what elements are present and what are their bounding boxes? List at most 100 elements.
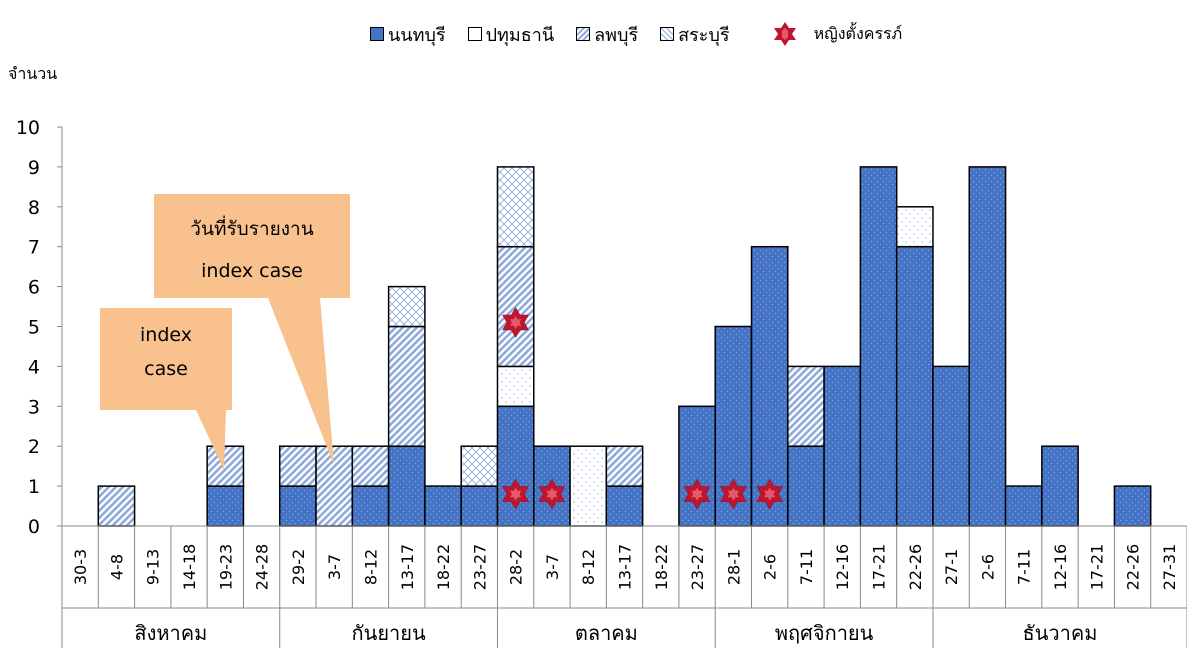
bar-segment — [460, 485, 499, 527]
bar-segment — [278, 485, 317, 527]
x-tick-label: 13-17 — [616, 544, 635, 591]
month-label: กันยายน — [352, 621, 426, 645]
pregnant-star-marker-core — [691, 487, 703, 501]
legend-swatch-nonthaburi — [370, 27, 384, 41]
x-tick-label: 9-13 — [144, 549, 163, 585]
pregnant-star-marker-core — [510, 487, 522, 501]
y-tick-label: 8 — [28, 197, 40, 219]
bar-segment — [1041, 445, 1079, 527]
pregnant-star-marker-core — [510, 316, 522, 329]
month-label: สิงหาคม — [134, 621, 207, 645]
y-tick-label: 6 — [28, 277, 40, 299]
bar-segment — [895, 206, 934, 248]
x-tick-label: 3-7 — [543, 554, 562, 580]
bar-segment — [787, 365, 825, 447]
callout-line: case — [144, 358, 188, 380]
chart-legend: นนทบุรี ปทุมธานี ลพบุรี สระบุรี หญิงตั้ง… — [370, 20, 902, 48]
y-axis-label: จำนวน — [8, 64, 58, 83]
bar-segment — [823, 365, 862, 527]
index-case-callout: index case — [100, 308, 232, 410]
x-tick-label: 27-1 — [942, 549, 961, 585]
legend-label-pregnant: หญิงตั้งครรภ์ — [813, 23, 903, 43]
legend-swatch-pathumthani — [467, 27, 482, 41]
bar-segment — [605, 445, 644, 487]
bar-segment — [387, 325, 426, 447]
y-tick-label: 7 — [28, 237, 40, 259]
legend-item-saraburi: สระบุรี — [660, 20, 730, 49]
bar-segment — [278, 445, 317, 487]
y-tick-label: 9 — [28, 157, 40, 179]
pregnant-star-marker-core — [727, 487, 739, 501]
x-tick-label: 8-12 — [579, 549, 598, 585]
bar-segment — [460, 445, 499, 487]
legend-label-nonthaburi: นนทบุรี — [388, 24, 446, 46]
callout-line: index case — [201, 260, 303, 282]
bar-segment — [496, 365, 535, 408]
y-tick-label: 4 — [28, 356, 40, 378]
pregnant-star-marker-core — [546, 487, 558, 501]
bar-segment — [424, 485, 462, 527]
legend-item-pathumthani: ปทุมธานี — [467, 20, 555, 49]
x-tick-label: 18-22 — [434, 544, 453, 591]
month-label: ธันวาคม — [1023, 621, 1098, 645]
bar-segment — [496, 166, 535, 248]
bar-segment — [932, 365, 971, 527]
y-tick-label: 1 — [28, 476, 40, 498]
x-tick-label: 2-6 — [761, 554, 780, 580]
x-tick-label: 24-28 — [253, 544, 272, 591]
x-tick-label: 28-1 — [724, 549, 743, 585]
x-tick-label: 22-26 — [906, 544, 925, 591]
x-tick-label: 28-2 — [507, 549, 526, 585]
bar-segment — [859, 166, 898, 527]
pregnant-star-marker-core — [764, 487, 776, 501]
x-tick-label: 22-26 — [1124, 544, 1143, 591]
bar-segment — [787, 445, 825, 527]
x-tick-label: 14-18 — [180, 544, 199, 591]
x-tick-label: 23-27 — [470, 544, 489, 591]
x-tick-label: 19-23 — [216, 544, 235, 591]
x-tick-label: 7-11 — [1015, 549, 1034, 585]
x-tick-label: 30-3 — [71, 549, 90, 585]
x-tick-label: 7-11 — [797, 549, 816, 585]
bar-segment — [569, 445, 608, 527]
bar-segment — [206, 445, 245, 487]
pregnant-star-icon — [773, 22, 796, 46]
x-tick-label: 29-2 — [289, 549, 308, 585]
y-tick-label: 5 — [28, 317, 40, 339]
x-tick-label: 13-17 — [398, 544, 417, 591]
bar-segment — [97, 485, 136, 527]
y-tick-label: 0 — [28, 516, 40, 538]
bar-segment — [351, 445, 390, 487]
x-tick-label: 3-7 — [325, 554, 344, 580]
bar-segment — [206, 485, 245, 527]
x-tick-label: 2-6 — [978, 554, 997, 580]
bar-segment — [387, 285, 426, 328]
y-tick-label: 3 — [28, 396, 40, 418]
legend-swatch-saraburi — [660, 27, 675, 41]
legend-item-nonthaburi: นนทบุรี — [370, 20, 446, 49]
bar-segment — [496, 245, 535, 368]
y-tick-label: 2 — [28, 436, 40, 458]
x-tick-label: 12-16 — [1051, 544, 1070, 591]
x-tick-label: 17-21 — [1087, 544, 1106, 591]
bar-segment — [387, 445, 426, 527]
legend-item-lopburi: ลพบุรี — [576, 20, 638, 49]
bar-segment — [1004, 485, 1043, 527]
x-tick-label: 18-22 — [652, 544, 671, 591]
legend-label-pathumthani: ปทุมธานี — [485, 24, 555, 46]
month-label: พฤศจิกายน — [775, 621, 874, 645]
month-label: ตลาคม — [575, 621, 638, 645]
bar-segment — [968, 166, 1007, 527]
x-tick-label: 4-8 — [107, 554, 126, 580]
x-tick-label: 8-12 — [361, 549, 380, 585]
x-tick-label: 27-31 — [1160, 544, 1179, 591]
callout-line: index — [140, 324, 192, 346]
legend-swatch-lopburi — [576, 27, 591, 41]
x-tick-label: 17-21 — [870, 544, 889, 591]
legend-label-lopburi: ลพบุรี — [594, 24, 639, 46]
y-tick-label: 10 — [16, 117, 40, 139]
report-date-callout: วันที่รับรายงาน index case — [154, 194, 350, 298]
x-tick-label: 12-16 — [833, 544, 852, 591]
bar-segment — [351, 485, 390, 527]
